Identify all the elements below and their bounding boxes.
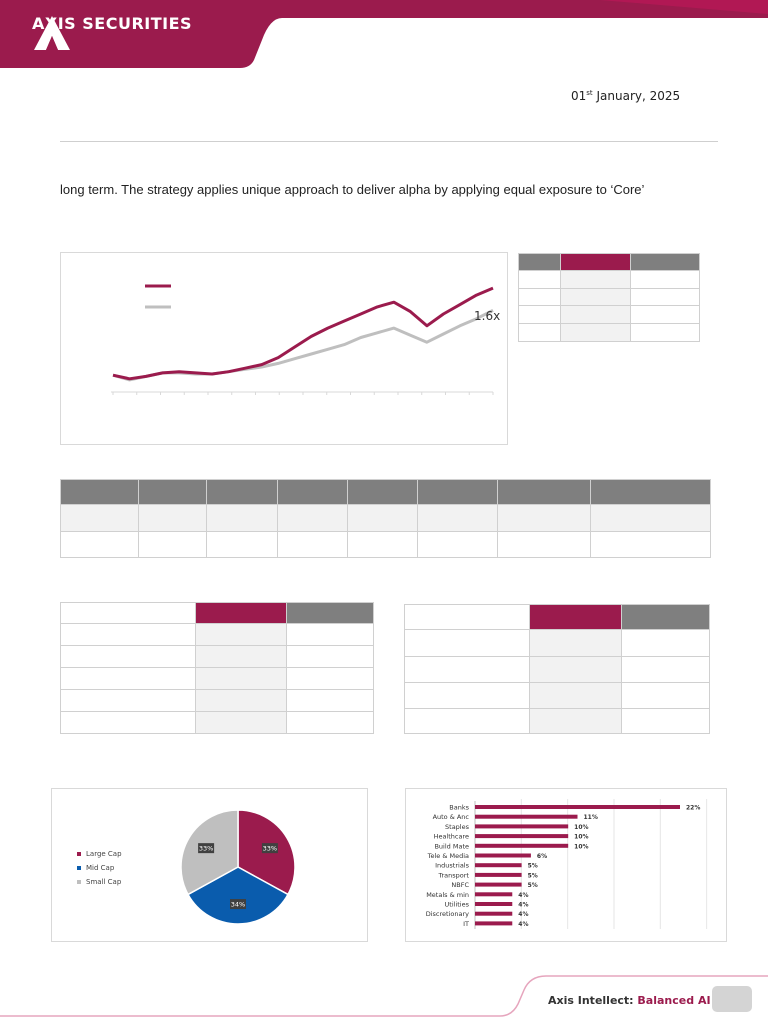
pie-label: 34% <box>231 901 245 909</box>
pie-label: 33% <box>199 845 213 853</box>
bar-category-label: Staples <box>445 823 470 831</box>
bar-category-label: Build Mate <box>434 842 469 850</box>
bar <box>475 824 569 829</box>
market-cap-pie-chart: Large Cap Mid Cap Small Cap 33% 34% 33% <box>51 788 368 942</box>
bar <box>475 882 522 887</box>
bar <box>475 863 522 868</box>
bar-category-label: Utilities <box>445 901 470 909</box>
bar <box>475 902 513 906</box>
footer-title: Axis Intellect: Balanced AI <box>548 994 711 1007</box>
returns-table <box>60 479 711 558</box>
performance-line-chart: 1.6x <box>60 252 508 445</box>
risk-stats-table <box>404 604 710 734</box>
bar <box>475 911 513 916</box>
bar-category-label: Banks <box>449 804 469 812</box>
pie-label-bg <box>198 843 215 854</box>
bar-category-label: Transport <box>437 871 469 879</box>
bar-value-label: 6% <box>537 853 547 860</box>
bar-category-label: Healthcare <box>434 833 469 841</box>
bar-value-label: 22% <box>686 805 700 812</box>
axis-logo-icon <box>34 16 70 50</box>
bar-category-label: IT <box>463 920 469 928</box>
page-header: AXIS SECURITIES <box>0 0 768 68</box>
bar <box>475 921 513 926</box>
page-number-box <box>712 986 752 1012</box>
bar-category-label: Discretionary <box>426 910 469 918</box>
bar <box>475 834 569 839</box>
bar-category-label: NBFC <box>451 881 469 889</box>
growth-multiple: 1.6x <box>474 309 501 323</box>
pie-legend: Large Cap Mid Cap Small Cap <box>77 847 122 889</box>
sector-bar-chart: Banks 22% Auto & Anc 11% Staples 10% Healthcar… <box>405 788 727 942</box>
legend-item-mid-cap: Mid Cap <box>77 861 122 875</box>
bar <box>475 814 578 819</box>
bar-value-label: 4% <box>518 911 528 918</box>
bar-category-label: Industrials <box>435 862 469 870</box>
bar-category-label: Tele & Media <box>427 852 469 860</box>
pie-label-bg <box>230 899 246 910</box>
page-footer: Axis Intellect: Balanced AI <box>0 970 768 1024</box>
bar <box>475 843 569 848</box>
bar <box>475 805 680 809</box>
portfolio-stats-table <box>60 602 374 734</box>
strategy-paragraph: long term. The strategy applies unique a… <box>60 182 645 197</box>
legend-item-large-cap: Large Cap <box>77 847 122 861</box>
bar-value-label: 11% <box>584 814 598 821</box>
bar-value-label: 5% <box>528 872 538 879</box>
bar-value-label: 5% <box>528 882 538 889</box>
bar <box>475 853 531 858</box>
bar-value-label: 4% <box>518 921 528 928</box>
bar <box>475 872 522 877</box>
pie-svg: 33% 34% 33% <box>180 809 296 925</box>
pie-label: 33% <box>263 845 277 853</box>
legend-item-small-cap: Small Cap <box>77 875 122 889</box>
bar-category-label: Auto & Anc <box>433 813 470 821</box>
summary-table-small <box>518 253 700 342</box>
bar-value-label: 10% <box>574 824 588 831</box>
bar <box>475 892 513 897</box>
brand-logo: AXIS SECURITIES <box>32 14 193 50</box>
header-band <box>0 0 768 68</box>
report-date: 01st January, 2025 <box>571 89 681 103</box>
bar-value-label: 4% <box>518 902 528 909</box>
line-chart-svg <box>111 284 494 395</box>
bar-svg: Banks 22% Auto & Anc 11% Staples 10% Healthcar… <box>426 799 708 929</box>
footer-wave <box>0 975 768 1017</box>
bar-value-label: 4% <box>518 892 528 899</box>
bar-value-label: 10% <box>574 843 588 850</box>
divider <box>60 141 718 142</box>
series-line-1 <box>112 286 494 381</box>
brand-name: AXIS SECURITIES <box>32 14 193 33</box>
bar-value-label: 5% <box>528 863 538 870</box>
pie-label-bg <box>261 843 278 854</box>
bar-category-label: Metals & min <box>426 891 469 899</box>
bar-value-label: 10% <box>574 834 588 841</box>
